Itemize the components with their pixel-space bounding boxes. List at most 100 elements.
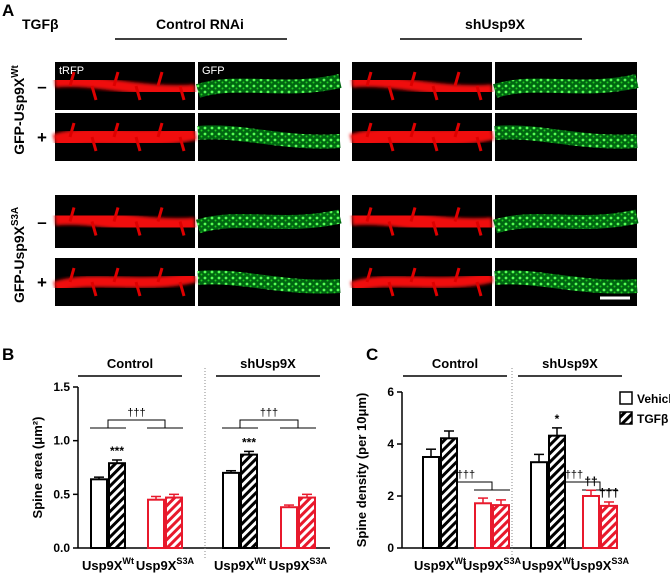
y-tick-label: 4 bbox=[387, 437, 394, 451]
spine bbox=[453, 122, 461, 138]
spine bbox=[453, 267, 461, 283]
spine bbox=[112, 71, 120, 87]
dendrite bbox=[52, 124, 197, 150]
channel-label: GFP bbox=[202, 65, 225, 77]
x-tick-label-main: Usp9X bbox=[522, 558, 563, 573]
y-tick-label: 1.5 bbox=[53, 380, 70, 394]
dendrite bbox=[351, 75, 493, 97]
spine bbox=[112, 122, 120, 138]
spine bbox=[90, 221, 98, 236]
significance-label: ††† bbox=[599, 486, 619, 500]
x-tick-label: Usp9XWt bbox=[82, 556, 134, 573]
spine bbox=[431, 136, 439, 152]
x-tick-label: Usp9XWt bbox=[214, 556, 266, 573]
dendrite-gfp bbox=[494, 270, 638, 294]
spine bbox=[134, 136, 142, 152]
bar bbox=[582, 495, 600, 549]
x-tick-label-sup: S3A bbox=[611, 556, 629, 566]
y-tick-label: 1.0 bbox=[53, 434, 70, 448]
bar bbox=[440, 437, 458, 549]
x-tick-label-sup: Wt bbox=[254, 556, 266, 566]
dendrite-gfp bbox=[492, 209, 639, 234]
spine bbox=[431, 221, 439, 236]
x-tick-label-sup: S3A bbox=[309, 556, 327, 566]
y-tick-label: 2 bbox=[387, 489, 394, 503]
spine bbox=[156, 267, 164, 283]
spine bbox=[475, 85, 483, 101]
y-tick-label: 0.5 bbox=[53, 487, 70, 501]
sign-label: – bbox=[37, 213, 46, 232]
x-tick-label-main: Usp9X bbox=[82, 558, 123, 573]
x-tick-label: Usp9XS3A bbox=[136, 556, 195, 573]
spine bbox=[387, 136, 395, 152]
spine bbox=[178, 221, 186, 236]
bar bbox=[298, 496, 316, 550]
significance-label: *** bbox=[242, 435, 256, 449]
bar bbox=[147, 498, 165, 550]
condition-label: shUsp9X bbox=[465, 16, 526, 32]
x-tick-label: Usp9XS3A bbox=[571, 556, 630, 573]
y-tick-label: 0.0 bbox=[53, 541, 70, 555]
bracket bbox=[239, 419, 299, 428]
channel-label: tRFP bbox=[59, 65, 84, 77]
spine bbox=[387, 85, 395, 101]
spine bbox=[431, 281, 439, 297]
spine bbox=[134, 85, 142, 101]
x-tick-label-sup: Wt bbox=[562, 556, 574, 566]
spine bbox=[156, 207, 164, 222]
x-tick-label-main: Usp9X bbox=[463, 558, 504, 573]
dendrite-gfp bbox=[494, 125, 638, 149]
spine bbox=[365, 267, 373, 283]
spine bbox=[178, 281, 186, 297]
spine bbox=[453, 71, 461, 87]
x-tick-label-sup: Wt bbox=[122, 556, 134, 566]
y-tick-label: 6 bbox=[387, 385, 394, 399]
dendrite-gfp bbox=[195, 209, 342, 234]
spine bbox=[365, 122, 373, 138]
group-label: Control bbox=[432, 356, 478, 371]
spine bbox=[68, 267, 76, 283]
bar bbox=[422, 456, 440, 549]
construct-label: GFP-Usp9XWt bbox=[10, 65, 27, 155]
panel-label: C bbox=[366, 345, 378, 364]
x-tick-label-main: Usp9X bbox=[269, 558, 310, 573]
bar bbox=[90, 478, 108, 550]
spine bbox=[134, 221, 142, 236]
x-tick-label-main: Usp9X bbox=[571, 558, 612, 573]
spine bbox=[90, 85, 98, 101]
dendrite bbox=[54, 208, 196, 235]
x-tick-label-sup: S3A bbox=[176, 556, 194, 566]
spine bbox=[409, 71, 417, 87]
spine bbox=[90, 281, 98, 297]
x-tick-label-sup: S3A bbox=[503, 556, 521, 566]
sign-label: + bbox=[37, 273, 47, 292]
spine bbox=[134, 281, 142, 297]
spine bbox=[178, 85, 186, 101]
x-tick-label-main: Usp9X bbox=[214, 558, 255, 573]
spine bbox=[475, 136, 483, 152]
y-axis-label: Spine area (μm²) bbox=[30, 417, 45, 519]
bracket-label: ††† bbox=[457, 469, 475, 481]
spine bbox=[475, 281, 483, 297]
construct-label: GFP-Usp9XS3A bbox=[10, 207, 27, 303]
treatment-label: TGFβ bbox=[22, 16, 59, 32]
dendrite-gfp bbox=[197, 270, 341, 294]
spine bbox=[365, 71, 373, 87]
x-tick-label: Usp9XWt bbox=[414, 556, 466, 573]
spine bbox=[387, 221, 395, 236]
construct-label-main: GFP-Usp9X bbox=[11, 225, 27, 303]
x-tick-label: Usp9XS3A bbox=[269, 556, 328, 573]
significance-label: *** bbox=[110, 444, 124, 458]
x-tick-label-sup: Wt bbox=[454, 556, 466, 566]
spine bbox=[431, 85, 439, 101]
dendrite-gfp bbox=[492, 74, 639, 98]
spine bbox=[475, 221, 483, 236]
bracket-label: ††† bbox=[127, 407, 145, 419]
legend-swatch bbox=[619, 411, 633, 425]
bar bbox=[240, 453, 258, 549]
dendrite bbox=[53, 271, 197, 293]
panel-label: A bbox=[2, 1, 14, 20]
spine bbox=[112, 207, 120, 222]
group-label: shUsp9X bbox=[542, 356, 598, 371]
spine bbox=[68, 71, 76, 87]
